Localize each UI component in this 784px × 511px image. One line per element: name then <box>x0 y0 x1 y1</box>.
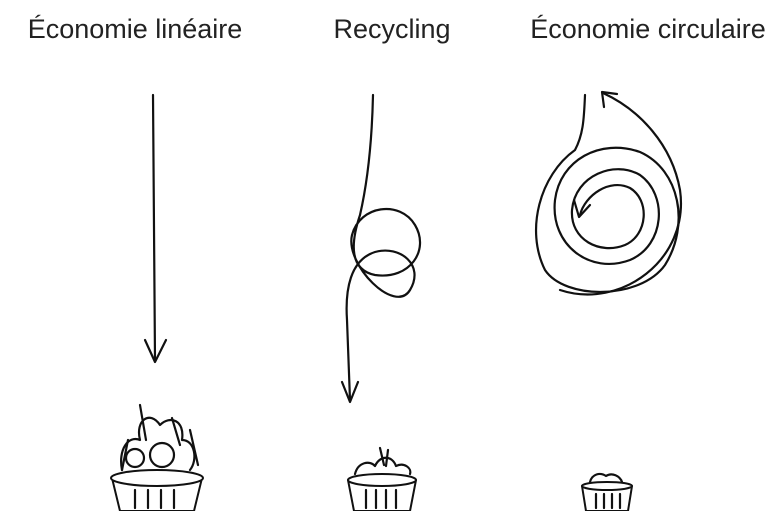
diagram: Économie linéaire Recycling Économie cir… <box>0 0 784 511</box>
column-title: Économie circulaire <box>530 14 766 44</box>
column-title: Économie linéaire <box>28 14 243 44</box>
half-bin <box>348 448 416 511</box>
linear-arrow <box>145 95 166 362</box>
body: Économie linéaire Recycling Économie cir… <box>0 0 784 511</box>
recycling-arrow <box>342 95 420 402</box>
column-title: Recycling <box>333 14 450 44</box>
full-bin <box>111 405 203 511</box>
circular-arrow <box>536 92 681 294</box>
small-bin <box>582 474 632 511</box>
page: Économie {"columns": [{"title": "Économi… <box>0 0 784 511</box>
